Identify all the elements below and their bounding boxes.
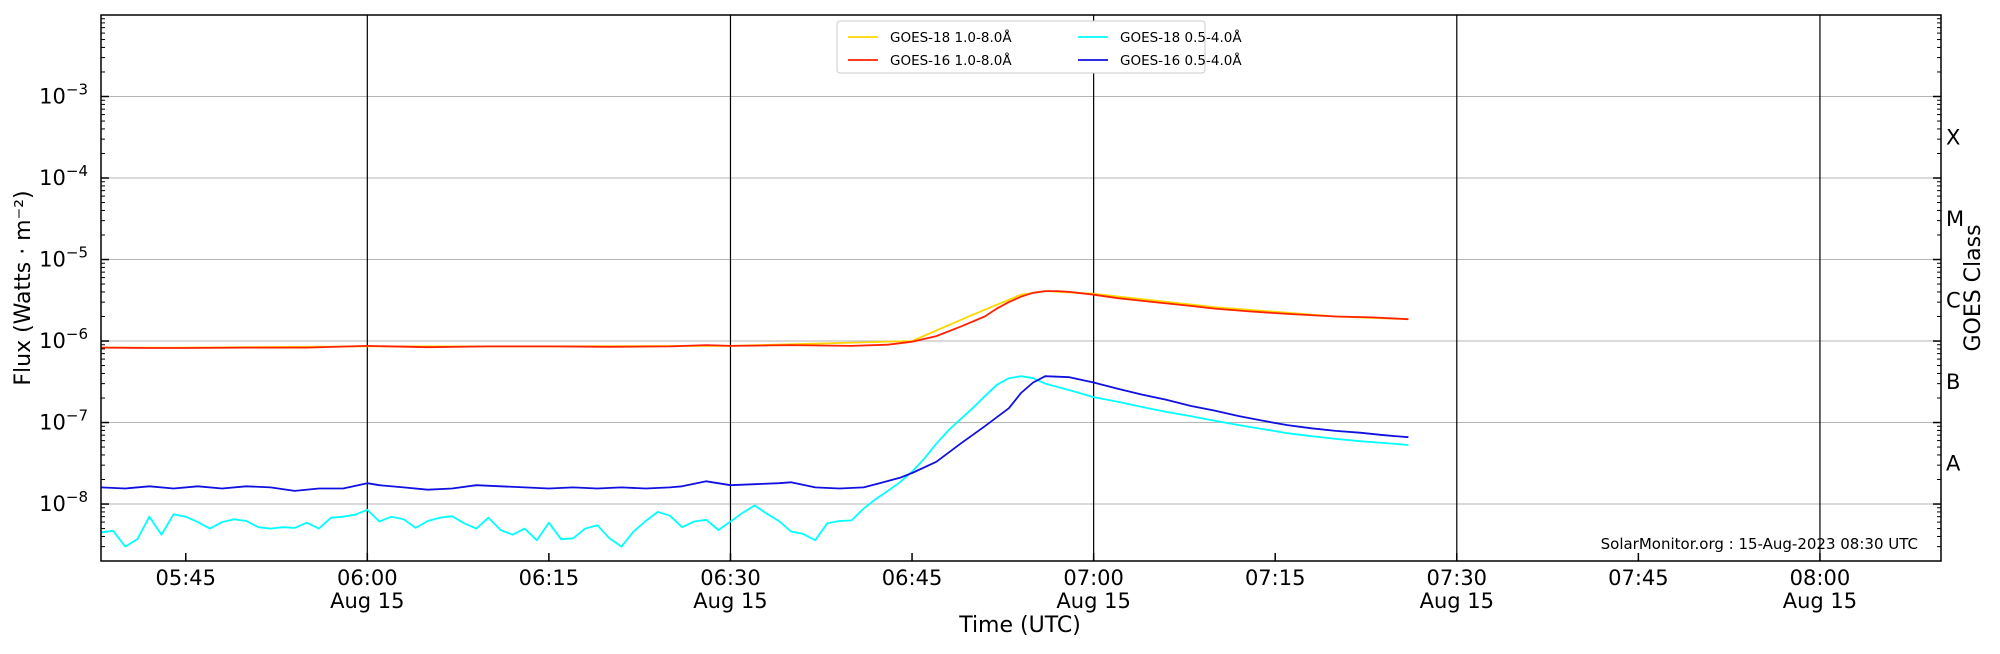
series-line-1 bbox=[101, 290, 1409, 349]
credit-text: SolarMonitor.org : 15-Aug-2023 08:30 UTC bbox=[1601, 535, 1918, 553]
x-tick-date: Aug 15 bbox=[330, 589, 404, 613]
y-tick-label: 10−4 bbox=[39, 162, 88, 190]
x-tick-label: 07:15 bbox=[1245, 566, 1306, 590]
x-tick-label: 06:45 bbox=[882, 566, 943, 590]
goes-class-label: C bbox=[1946, 288, 1961, 312]
x-tick-label: 06:00 bbox=[337, 566, 398, 590]
goes-class-label: A bbox=[1946, 451, 1961, 475]
goes-class-label: M bbox=[1946, 207, 1964, 231]
x-tick-label: 06:15 bbox=[519, 566, 580, 590]
legend: GOES-18 1.0-8.0Å GOES-16 1.0-8.0Å GOES-18 … bbox=[836, 20, 1242, 74]
y-tick-label: 10−5 bbox=[39, 244, 88, 272]
x-tick-label: 07:00 bbox=[1063, 566, 1124, 590]
legend-label: GOES-16 0.5-4.0Å bbox=[1120, 52, 1242, 69]
series-layer bbox=[100, 290, 1409, 548]
x-tick-label: 07:30 bbox=[1427, 566, 1488, 590]
x-axis-title: Time (UTC) bbox=[958, 613, 1081, 638]
x-tick-date: Aug 15 bbox=[1420, 589, 1494, 613]
y-axis-title: Flux (Watts · m⁻²) bbox=[11, 190, 36, 385]
y-tick-label: 10−8 bbox=[39, 488, 88, 516]
y-tick-label: 10−6 bbox=[39, 325, 88, 353]
label-layer: Time (UTC) Flux (Watts · m⁻²) GOES Class… bbox=[11, 190, 1986, 638]
x-tick-label: 08:00 bbox=[1790, 566, 1851, 590]
goes-class-label: B bbox=[1946, 370, 1960, 394]
x-tick-label: 05:45 bbox=[155, 566, 216, 590]
grid-layer bbox=[101, 15, 1941, 561]
plot-frame bbox=[100, 14, 1942, 562]
legend-box bbox=[836, 20, 1206, 74]
x-tick-date: Aug 15 bbox=[1783, 589, 1857, 613]
legend-label: GOES-18 1.0-8.0Å bbox=[890, 29, 1012, 46]
x-tick-date: Aug 15 bbox=[693, 589, 767, 613]
series-line-2 bbox=[100, 290, 1409, 349]
legend-label: GOES-18 0.5-4.0Å bbox=[1120, 29, 1242, 46]
series-line-3 bbox=[100, 375, 1409, 548]
goes-class-label: X bbox=[1946, 125, 1960, 149]
legend-label: GOES-16 1.0-8.0Å bbox=[890, 52, 1012, 69]
x-tick-label: 06:30 bbox=[700, 566, 761, 590]
y-tick-label: 10−7 bbox=[39, 407, 88, 435]
x-tick-date: Aug 15 bbox=[1056, 589, 1130, 613]
goes-class-axis-title: GOES Class bbox=[1961, 224, 1986, 351]
series-line-4 bbox=[100, 375, 1409, 492]
x-tick-label: 07:45 bbox=[1608, 566, 1669, 590]
y-tick-label: 10−3 bbox=[39, 81, 88, 109]
